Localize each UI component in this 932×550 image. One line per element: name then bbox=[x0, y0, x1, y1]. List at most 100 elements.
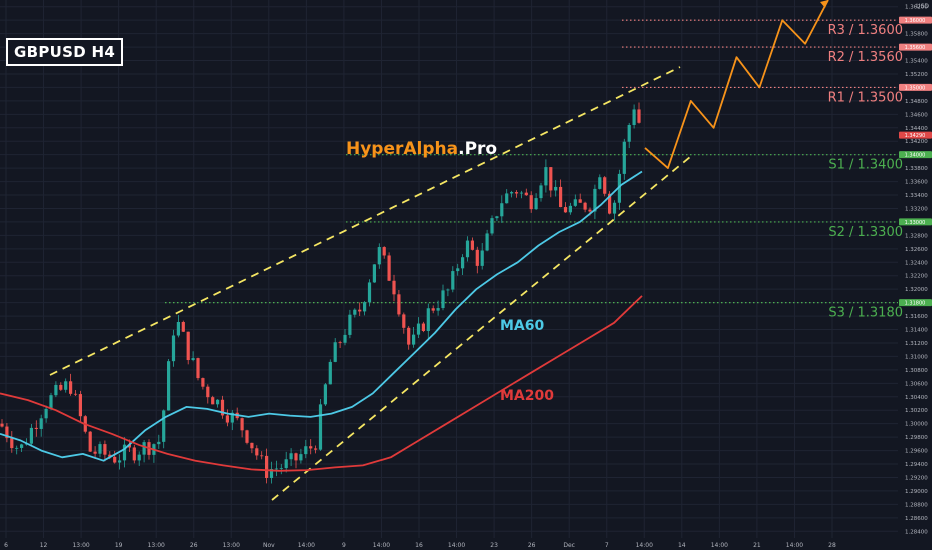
price-tick-label: 1.29000 bbox=[905, 489, 928, 495]
candle-body bbox=[480, 250, 484, 266]
candle-body bbox=[132, 447, 136, 461]
candle-body bbox=[309, 446, 313, 449]
price-tick-label: 1.35200 bbox=[905, 72, 928, 78]
candle-body bbox=[382, 247, 386, 256]
candle-body bbox=[544, 167, 548, 186]
time-tick-label: 26 bbox=[528, 542, 536, 549]
candle-body bbox=[186, 331, 190, 361]
level-label: S2 / 1.3300 bbox=[828, 225, 903, 240]
time-tick-label: 14:00 bbox=[711, 542, 728, 549]
ma200-label: MA200 bbox=[500, 388, 554, 404]
candle-body bbox=[598, 177, 602, 189]
level-axis-tag bbox=[899, 151, 932, 159]
level-label: R1 / 1.3500 bbox=[828, 90, 903, 105]
candle-body bbox=[622, 141, 626, 174]
candle-body bbox=[475, 249, 479, 266]
candle-body bbox=[162, 410, 166, 442]
price-tick-label: 1.34400 bbox=[905, 126, 928, 132]
candle-body bbox=[279, 468, 283, 469]
candle-body bbox=[372, 264, 376, 283]
price-tick-label: 1.32800 bbox=[905, 233, 928, 239]
price-tick-label: 1.28400 bbox=[905, 529, 928, 535]
time-tick-label: 14:00 bbox=[636, 542, 653, 549]
candle-body bbox=[269, 469, 274, 478]
last-price-text: 1.34290 bbox=[905, 133, 926, 139]
candle-body bbox=[563, 207, 568, 213]
time-tick-label: Dec bbox=[563, 542, 575, 549]
candle-body bbox=[230, 412, 234, 423]
price-tick-label: 1.30200 bbox=[905, 408, 928, 414]
candle-body bbox=[201, 378, 205, 387]
candle-body bbox=[412, 334, 416, 345]
candle-body bbox=[534, 198, 538, 210]
candle-body bbox=[260, 455, 264, 457]
candle-body bbox=[524, 192, 528, 196]
price-tick-label: 1.30000 bbox=[905, 422, 928, 428]
time-axis[interactable]: 6 12 13:00 19 13:00 26 13:00 Nov 14:00 9 14:00 16 14… bbox=[4, 542, 836, 549]
candle-body bbox=[59, 384, 63, 390]
candle-body bbox=[549, 167, 553, 191]
candle-body bbox=[505, 193, 509, 204]
price-tick-label: 1.30800 bbox=[905, 368, 928, 374]
level-axis-text: 1.33000 bbox=[905, 220, 926, 226]
candle-body bbox=[127, 444, 131, 448]
candle-body bbox=[510, 192, 514, 194]
candle-body bbox=[495, 216, 499, 219]
level-label: R2 / 1.3560 bbox=[828, 50, 903, 65]
candle-body bbox=[397, 294, 401, 315]
candle-body bbox=[255, 448, 259, 456]
candle-body bbox=[29, 427, 33, 444]
time-tick-label: 14:00 bbox=[786, 542, 803, 549]
price-tick-label: 1.35800 bbox=[905, 32, 928, 38]
candle-body bbox=[69, 381, 73, 394]
candle-body bbox=[220, 399, 225, 416]
candle-body bbox=[593, 188, 597, 212]
channel-upper-line bbox=[49, 66, 681, 376]
chart-labels: R3 / 1.3600 R2 / 1.3560 R1 / 1.3500 S1 / 1.… bbox=[346, 23, 903, 404]
candle-body bbox=[559, 186, 563, 208]
candle-body bbox=[367, 282, 372, 303]
price-tick-label: 1.35400 bbox=[905, 59, 928, 65]
candle-body bbox=[603, 177, 607, 194]
price-tick-label: 1.33400 bbox=[905, 193, 928, 199]
candle-body bbox=[612, 202, 617, 214]
candle-body bbox=[176, 321, 180, 336]
candle-body bbox=[294, 453, 298, 461]
currency-label: USD bbox=[916, 3, 929, 10]
symbol-label: GBPUSD H4 bbox=[6, 38, 124, 66]
brand-label: HyperAlpha.Pro bbox=[346, 139, 497, 159]
candle-body bbox=[245, 430, 249, 443]
candle-body bbox=[328, 361, 332, 385]
candle-body bbox=[34, 427, 38, 429]
candle-body bbox=[573, 199, 577, 206]
candle-body bbox=[500, 203, 504, 217]
candle-body bbox=[314, 448, 318, 450]
level-axis-tag bbox=[899, 83, 932, 91]
price-tick-label: 1.32200 bbox=[905, 274, 928, 280]
candle-body bbox=[568, 205, 572, 213]
level-label: R3 / 1.3600 bbox=[828, 23, 903, 38]
candle-body bbox=[461, 257, 465, 269]
candle-body bbox=[304, 446, 308, 455]
candle-body bbox=[358, 309, 362, 312]
candle-body bbox=[529, 195, 533, 210]
time-tick-label: 14:00 bbox=[448, 542, 465, 549]
price-tick-label: 1.29600 bbox=[905, 449, 928, 455]
price-axis[interactable]: 1.28400 1.28600 1.28800 1.29000 1.29200 1.294… bbox=[899, 5, 932, 536]
candle-body bbox=[88, 431, 92, 452]
candle-body bbox=[431, 308, 435, 311]
time-tick-label: 14 bbox=[678, 542, 686, 549]
time-tick-label: 16 bbox=[415, 542, 423, 549]
time-tick-label: 13:00 bbox=[223, 542, 240, 549]
price-tick-label: 1.28800 bbox=[905, 502, 928, 508]
candles bbox=[0, 102, 641, 484]
candle-body bbox=[137, 454, 141, 461]
candle-body bbox=[377, 247, 381, 265]
price-tick-label: 1.34800 bbox=[905, 99, 928, 105]
candle-body bbox=[426, 308, 430, 332]
candle-body bbox=[10, 438, 14, 449]
price-tick-label: 1.31600 bbox=[905, 314, 928, 320]
candle-body bbox=[514, 192, 519, 194]
candle-body bbox=[519, 192, 523, 194]
